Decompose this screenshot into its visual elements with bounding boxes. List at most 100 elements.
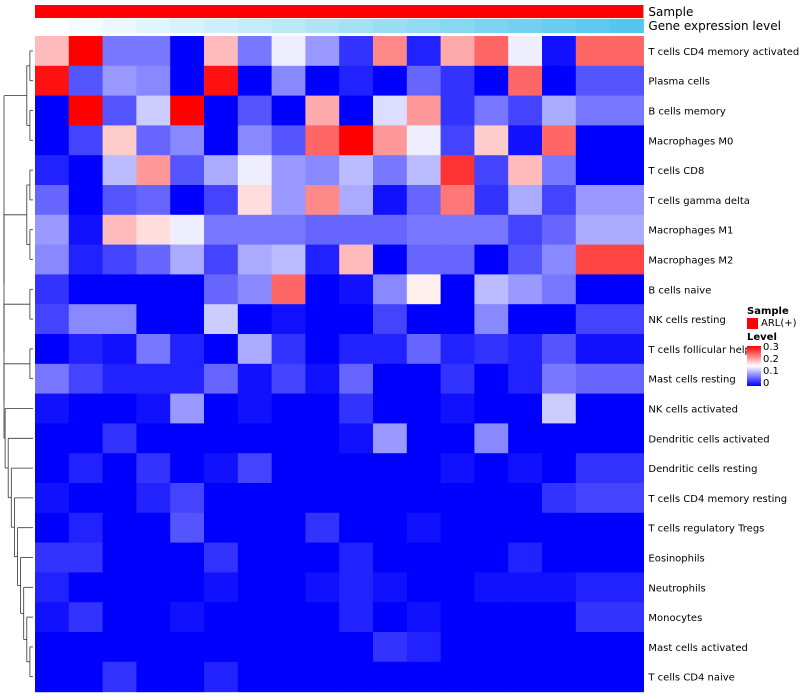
heatmap-cell xyxy=(271,393,306,424)
row-label: Macrophages M1 xyxy=(648,226,733,237)
heatmap-cell xyxy=(373,125,408,156)
heatmap-cell xyxy=(609,125,644,156)
heatmap-cell xyxy=(373,185,408,216)
heatmap-cell xyxy=(237,632,273,663)
row-label: Eosinophils xyxy=(648,554,704,565)
heatmap-cell xyxy=(170,572,205,603)
heatmap-cell xyxy=(440,393,475,424)
row-label: T cells CD4 memory activated xyxy=(647,47,799,58)
row-label: Mast cells resting xyxy=(648,375,735,386)
heatmap-cell xyxy=(406,274,442,305)
heatmap-cell xyxy=(508,542,543,573)
heatmap-cell xyxy=(102,632,137,663)
heatmap-cell xyxy=(136,334,171,365)
heatmap-cell xyxy=(474,423,509,454)
heatmap-cell xyxy=(102,602,137,633)
heatmap-cell xyxy=(474,95,509,126)
heatmap-cell xyxy=(609,244,644,275)
heatmap-cell xyxy=(508,95,543,126)
heatmap-cell xyxy=(508,65,543,97)
heatmap-cell xyxy=(542,423,577,454)
heatmap-cell xyxy=(204,542,239,573)
heatmap-cell xyxy=(136,661,171,693)
expression-annotation-label: Gene expression level xyxy=(648,19,781,33)
heatmap-cell xyxy=(68,453,104,484)
heatmap-cell xyxy=(271,363,306,395)
heatmap-cell xyxy=(170,632,205,663)
heatmap-cell xyxy=(609,274,644,305)
heatmap-cell xyxy=(271,274,306,305)
legend-tick: 0 xyxy=(763,378,770,389)
heatmap-cell xyxy=(609,483,644,514)
heatmap-cell xyxy=(35,483,70,514)
heatmap-cell xyxy=(35,274,70,305)
heatmap-cell xyxy=(542,274,577,305)
heatmap-cell xyxy=(68,65,104,97)
heatmap-cell xyxy=(35,334,70,365)
heatmap-cell xyxy=(406,423,442,454)
expression-annotation-cell xyxy=(204,19,239,33)
heatmap-cell xyxy=(373,274,408,305)
heatmap-cell xyxy=(305,632,340,663)
heatmap-cell xyxy=(271,185,306,216)
heatmap-cell xyxy=(406,393,442,424)
heatmap-cell xyxy=(102,65,137,97)
heatmap-cell xyxy=(68,36,104,67)
heatmap-cell xyxy=(373,214,408,246)
heatmap-cell xyxy=(373,334,408,365)
heatmap-cell xyxy=(406,304,442,335)
heatmap-cell xyxy=(136,244,171,275)
heatmap-cell xyxy=(373,602,408,633)
heatmap-cell xyxy=(474,155,509,186)
heatmap-cell xyxy=(406,95,442,126)
heatmap-cell xyxy=(575,155,611,186)
heatmap-cell xyxy=(609,304,644,335)
heatmap-cell xyxy=(508,393,543,424)
legend-level-title: Level xyxy=(747,332,777,343)
heatmap-cell xyxy=(305,95,340,126)
heatmap-cell xyxy=(102,304,137,335)
heatmap-cell xyxy=(136,423,171,454)
heatmap-cell xyxy=(136,36,171,67)
heatmap-cell xyxy=(68,304,104,335)
heatmap-cell xyxy=(68,572,104,603)
heatmap-cell xyxy=(35,542,70,573)
heatmap-cell xyxy=(440,572,475,603)
heatmap-cell xyxy=(35,244,70,275)
heatmap-cell xyxy=(305,661,340,693)
heatmap-cell xyxy=(542,36,577,67)
legend-sample-swatch xyxy=(747,317,758,329)
heatmap-cell xyxy=(542,334,577,365)
expression-annotation-cell xyxy=(339,19,374,33)
sample-annotation-label: Sample xyxy=(648,5,693,19)
heatmap-cell xyxy=(305,244,340,275)
heatmap-cell xyxy=(373,661,408,693)
heatmap-cell xyxy=(609,363,644,395)
heatmap-cell xyxy=(35,512,70,544)
heatmap-cell xyxy=(339,155,374,186)
heatmap-cell xyxy=(339,95,374,126)
heatmap-cell xyxy=(305,453,340,484)
heatmap-cell xyxy=(68,423,104,454)
heatmap-cell xyxy=(474,632,509,663)
heatmap-cell xyxy=(440,334,475,365)
heatmap-cell xyxy=(508,363,543,395)
heatmap-cell xyxy=(136,304,171,335)
heatmap-cell xyxy=(271,155,306,186)
heatmap-cell xyxy=(575,661,611,693)
heatmap-cell xyxy=(440,483,475,514)
heatmap-cell xyxy=(136,393,171,424)
heatmap-cell xyxy=(68,214,104,246)
heatmap-cell xyxy=(609,602,644,633)
heatmap-cell xyxy=(204,453,239,484)
heatmap-cell xyxy=(204,632,239,663)
heatmap-cell xyxy=(575,363,611,395)
heatmap-cell xyxy=(136,125,171,156)
heatmap-cell xyxy=(575,483,611,514)
heatmap-cell xyxy=(609,214,644,246)
row-label: Macrophages M2 xyxy=(648,256,733,267)
row-label: NK cells activated xyxy=(648,405,738,416)
heatmap-cell xyxy=(237,661,273,693)
heatmap-cell xyxy=(575,36,611,67)
row-label: NK cells resting xyxy=(648,315,725,326)
